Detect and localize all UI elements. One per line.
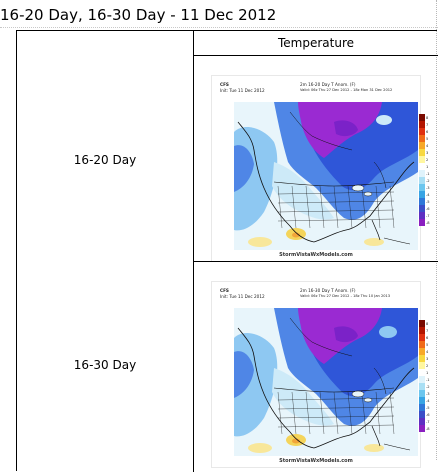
colorbar-label: 7	[426, 328, 429, 333]
colorbar-segment	[419, 390, 425, 397]
colorbar-label: -5	[426, 199, 430, 204]
colorbar-label: -7	[426, 419, 430, 424]
title-divider	[0, 27, 438, 28]
map-init: Init: Tue 11 Dec 2012	[220, 88, 265, 93]
anomaly-map-plot	[234, 102, 418, 250]
map-model-label: CFS	[220, 288, 229, 293]
colorbar-label: 5	[426, 136, 429, 141]
colorbar-segment	[419, 383, 425, 390]
colorbar-segment	[419, 362, 425, 369]
colorbar-label: -6	[426, 206, 430, 211]
colorbar	[419, 320, 425, 432]
forecast-table: Temperature 16-20 Day CFS 2m 16-20 Day T …	[16, 30, 438, 472]
colorbar-segment	[419, 369, 425, 376]
column-header-temperature: Temperature	[193, 31, 438, 55]
map-title: 2m 16-20 Day T Anom. (F)	[300, 82, 356, 87]
colorbar-segment	[419, 341, 425, 348]
colorbar-label: -8	[426, 220, 430, 225]
colorbar-segment	[419, 397, 425, 404]
colorbar-segment	[419, 198, 425, 205]
colorbar-label: 1	[426, 370, 429, 375]
row-label-16-20-day: 16-20 Day	[73, 153, 137, 167]
colorbar-segment	[419, 177, 425, 184]
map-valid: Valid: 06z Thu 27 Dec 2012 - 18z Mon 31 …	[300, 88, 393, 92]
temperature-anomaly-map[interactable]: CFS 2m 16-20 Day T Anom. (F) Init: Tue 11 …	[212, 76, 430, 261]
temperature-anomaly-map[interactable]: CFS 2m 16-30 Day T Anom. (F) Init: Tue 11 …	[212, 282, 430, 467]
colorbar-segment	[419, 404, 425, 411]
map-cell-16-20-day[interactable]: CFS 2m 16-20 Day T Anom. (F) Init: Tue 11 …	[193, 55, 438, 262]
colorbar-label: 2	[426, 157, 429, 162]
colorbar-label: 4	[426, 143, 429, 148]
colorbar-label: 8	[426, 321, 429, 326]
colorbar-label: 6	[426, 129, 429, 134]
colorbar-segment	[419, 121, 425, 128]
colorbar-label: 4	[426, 349, 429, 354]
map-valid: Valid: 06z Thu 27 Dec 2012 - 18z Thu 10 …	[300, 294, 391, 298]
colorbar-label: 5	[426, 342, 429, 347]
colorbar-label: -8	[426, 426, 430, 431]
colorbar-segment	[419, 411, 425, 418]
colorbar-label: -2	[426, 178, 430, 183]
colorbar-segment	[419, 205, 425, 212]
colorbar-label: 8	[426, 115, 429, 120]
colorbar-segment	[419, 418, 425, 425]
colorbar-label: -1	[426, 171, 430, 176]
colorbar	[419, 114, 425, 226]
site-watermark: StormVistaWxModels.com	[279, 252, 353, 258]
site-watermark: StormVistaWxModels.com	[279, 458, 353, 464]
colorbar-label: 3	[426, 150, 429, 155]
map-model-label: CFS	[220, 82, 229, 87]
row-label-16-30-day: 16-30 Day	[73, 358, 137, 372]
colorbar-segment	[419, 348, 425, 355]
colorbar-segment	[419, 135, 425, 142]
page-title: 16-20 Day, 16-30 Day - 11 Dec 2012	[0, 6, 277, 24]
colorbar-segment	[419, 156, 425, 163]
colorbar-label: 1	[426, 164, 429, 169]
map-init: Init: Tue 11 Dec 2012	[220, 294, 265, 299]
colorbar-segment	[419, 170, 425, 177]
colorbar-segment	[419, 425, 425, 432]
colorbar-segment	[419, 142, 425, 149]
colorbar-segment	[419, 355, 425, 362]
colorbar-segment	[419, 376, 425, 383]
colorbar-segment	[419, 212, 425, 219]
colorbar-label: -4	[426, 398, 430, 403]
colorbar-label: 2	[426, 363, 429, 368]
colorbar-segment	[419, 114, 425, 121]
colorbar-segment	[419, 149, 425, 156]
colorbar-label: 6	[426, 335, 429, 340]
colorbar-segment	[419, 163, 425, 170]
colorbar-label: -7	[426, 213, 430, 218]
colorbar-label: 3	[426, 356, 429, 361]
colorbar-label: -6	[426, 412, 430, 417]
colorbar-segment	[419, 219, 425, 226]
colorbar-label: -1	[426, 377, 430, 382]
colorbar-segment	[419, 327, 425, 334]
colorbar-label: 7	[426, 122, 429, 127]
map-cell-16-30-day[interactable]: CFS 2m 16-30 Day T Anom. (F) Init: Tue 11 …	[193, 261, 438, 472]
colorbar-segment	[419, 184, 425, 191]
right-border	[436, 0, 437, 460]
colorbar-label: -4	[426, 192, 430, 197]
colorbar-label: -2	[426, 384, 430, 389]
colorbar-segment	[419, 191, 425, 198]
colorbar-label: -5	[426, 405, 430, 410]
colorbar-segment	[419, 128, 425, 135]
map-title: 2m 16-30 Day T Anom. (F)	[300, 288, 356, 293]
colorbar-segment	[419, 320, 425, 327]
colorbar-segment	[419, 334, 425, 341]
colorbar-label: -3	[426, 185, 430, 190]
colorbar-label: -3	[426, 391, 430, 396]
anomaly-map-plot	[234, 308, 418, 456]
